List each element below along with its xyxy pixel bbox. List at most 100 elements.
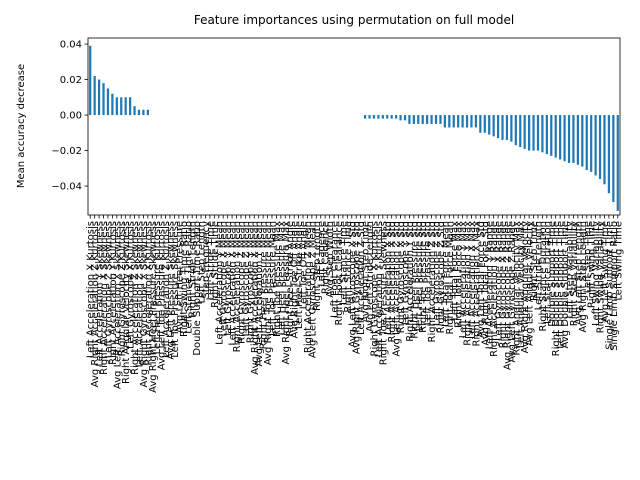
y-tick-label: 0.02 — [60, 75, 82, 86]
bar — [590, 115, 593, 172]
bar — [93, 75, 96, 116]
x-tick-label: Avg Left Stride Length — [365, 221, 376, 332]
x-tick-label: Avg Left Swing Time — [600, 221, 611, 322]
x-tick-label: Right Gyroscope X Kurtosis — [369, 221, 380, 356]
x-tick-label: Right Acceleration Y Range — [489, 221, 500, 357]
bar — [426, 115, 429, 124]
x-tick-label: Avg Right Acceleration X Mean — [250, 221, 261, 375]
x-tick-label: Right Step Length — [312, 221, 323, 311]
bar — [572, 115, 575, 163]
x-tick-label: Avg Right Angular Velocity — [520, 221, 531, 354]
y-tick-label: 0.00 — [60, 111, 82, 122]
x-tick-label: Right Toe Pressure Std — [418, 221, 429, 333]
x-tick-label: Right Stance Time — [343, 221, 354, 313]
x-tick-label: Right Toe Pressure Max — [272, 221, 283, 337]
bar — [368, 115, 371, 119]
bar — [448, 115, 451, 128]
bar — [461, 115, 464, 128]
x-tick-label: Right Gyroscope Z Mean — [236, 221, 247, 344]
x-tick-label: Right Acceleration X Skewness — [99, 221, 110, 375]
x-tick-label: Right Swing Variability — [596, 221, 607, 333]
bar — [120, 97, 123, 116]
bar — [395, 115, 398, 119]
bar — [488, 115, 491, 135]
x-tick-label: Right Foot Clearance — [334, 221, 345, 326]
x-tick-label: Left Stride Time — [205, 221, 216, 300]
x-tick-label: Right Acceleration Z Std — [427, 221, 438, 342]
bar — [115, 97, 118, 116]
x-tick-label: Left Total Force Mean — [440, 221, 451, 327]
x-tick-label: Avg Right Step Length — [578, 221, 589, 333]
x-tick-label: Left Toe Pressure Mean — [267, 221, 278, 336]
x-tick-label: Right Gyroscope Z Std — [436, 221, 447, 333]
x-tick-label: Left Gyroscope X Range — [494, 221, 505, 341]
x-tick-label: Left Total Force Max — [449, 221, 460, 321]
x-tick-label: Left Cadence — [316, 221, 327, 287]
bar — [563, 115, 566, 162]
bar — [97, 79, 101, 116]
x-tick-label: Left Acceleration Y Range — [485, 221, 496, 349]
x-tick-label: Left Acceleration X Mean — [228, 221, 239, 346]
bar — [603, 115, 606, 185]
x-tick-label: Right Gyroscope Z Kurtosis — [117, 221, 128, 356]
bar — [443, 115, 446, 128]
x-tick-label: Double Support Time Ratio — [192, 221, 203, 356]
x-tick-label: Avg Left Total Force Std — [476, 221, 487, 338]
x-tick-label: Right Acceleration X Max — [471, 221, 482, 347]
x-tick-label: Avg Left Acceleration Z Std — [392, 221, 403, 357]
x-tick-label: Right Heel Strike Angle — [285, 221, 296, 337]
x-tick-label: Left Acceleration Y Max — [458, 221, 469, 338]
bar — [381, 115, 384, 119]
x-tick-label: Step Frequency — [201, 221, 212, 299]
x-tick-label: Left Stride Length — [533, 221, 544, 310]
bar — [390, 115, 393, 119]
bar — [465, 115, 469, 128]
bar — [137, 109, 141, 116]
bar — [567, 115, 571, 163]
x-tick-label: Right Total Force Max — [454, 221, 465, 328]
x-tick-label: Left Stance Time — [338, 221, 349, 305]
x-tick-label: Right Stride Time — [210, 221, 221, 308]
x-tick-label: Right Heel Pressure Mean — [259, 221, 270, 349]
x-tick-label: Left Step Length — [197, 221, 208, 303]
x-tick-label: Left Acceleration Y Kurtosis — [374, 221, 385, 357]
x-tick-label: Left Toe Pressure Skewness — [170, 221, 181, 358]
bar — [372, 115, 376, 119]
x-tick-label: Right Stance Duration — [538, 221, 549, 332]
x-tick-label: Left Gyroscope Z Std — [432, 221, 443, 326]
x-tick-label: Left Swing Time — [613, 221, 624, 301]
x-tick-label: Right Acceleration Z Mean — [303, 221, 314, 353]
bar — [408, 115, 411, 124]
x-tick-label: Left Heel Pressure Std — [414, 221, 425, 331]
x-tick-label: Right Acceleration Y Kurtosis — [108, 221, 119, 365]
x-tick-label: Right Stride Length — [188, 221, 199, 318]
bar — [124, 97, 127, 116]
x-tick-label: Left Foot Clearance — [330, 221, 341, 318]
bar — [607, 115, 611, 194]
bar — [470, 115, 473, 128]
bar — [612, 115, 615, 203]
x-tick-label: Right Acceleration Y Mean — [232, 221, 243, 352]
x-tick-label: Avg Left Gyroscope Z Mean — [307, 221, 318, 358]
x-tick-label: Avg Right Gyroscope Y Std — [352, 221, 363, 354]
y-tick-label: −0.04 — [51, 182, 82, 193]
x-tick-label: Right Double Support Time — [551, 221, 562, 356]
bar — [133, 106, 136, 116]
bar — [474, 115, 478, 128]
bar — [102, 83, 105, 116]
x-tick-label: Left Acceleration Y Mean — [214, 221, 225, 345]
bar — [510, 115, 513, 142]
x-tick-label: Left Gyroscope X Mean — [219, 221, 230, 336]
x-tick-label: Double Support Time — [547, 221, 558, 327]
x-tick-label: Avg Step Width — [325, 221, 336, 298]
x-tick-label: Left Toe Off Angle — [299, 221, 310, 309]
x-tick-label: Left Gyroscope Z Mean — [241, 221, 252, 336]
x-tick-label: Avg Left Step Length — [573, 221, 584, 325]
x-tick-label: Right Heel Pressure Std — [409, 221, 420, 339]
x-tick-label: Avg Left Pressure Skewness — [166, 221, 177, 360]
x-tick-label: Right Total Force Mean — [445, 221, 456, 335]
bar — [519, 115, 522, 148]
x-tick-label: Right Step Variability — [569, 221, 580, 326]
bar — [129, 97, 132, 116]
x-tick-label: Right Cadence — [321, 221, 332, 294]
